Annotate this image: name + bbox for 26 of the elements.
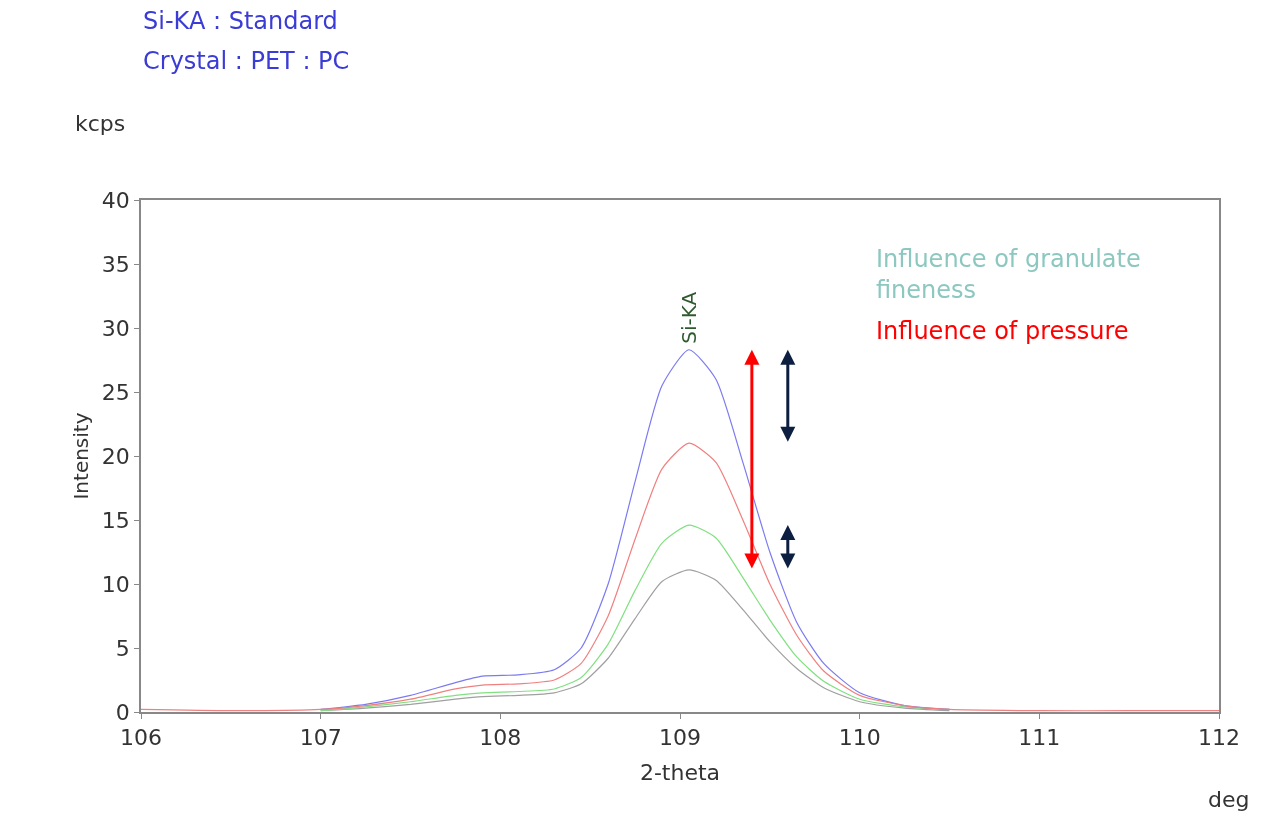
x-tick-label: 108 xyxy=(479,725,522,751)
y-tick-label: 15 xyxy=(101,507,130,533)
x-tick-label: 106 xyxy=(120,725,162,751)
y-axis-title: Intensity xyxy=(68,412,93,500)
annotation: Influence of granulate fineness xyxy=(876,245,1141,305)
x-tick-label: 110 xyxy=(838,725,881,751)
chart-subtitle: Crystal : PET : PC xyxy=(143,47,350,75)
x-tick-label: 112 xyxy=(1198,725,1240,751)
text: deg xyxy=(1208,787,1250,812)
y-tick-label: 25 xyxy=(101,379,130,405)
y-tick-label: 20 xyxy=(101,443,130,469)
line-series xyxy=(141,442,1219,712)
y-tick-label: 40 xyxy=(101,187,130,213)
chart-title: Si-KA : Standard xyxy=(143,7,338,35)
x-tick-label: 109 xyxy=(659,725,701,751)
y-tick-label: 0 xyxy=(115,699,130,725)
y-tick-label: 5 xyxy=(115,635,130,661)
y-tick-label: 30 xyxy=(101,315,130,341)
annotation: Influence of pressure xyxy=(876,317,1129,345)
y-tick-label: 35 xyxy=(101,251,130,277)
y-tick-label: 10 xyxy=(101,571,130,597)
x-axis-title: 2-theta xyxy=(639,759,721,785)
x-tick-label: 107 xyxy=(299,725,342,751)
text: kcps xyxy=(75,111,126,136)
x-tick-label: 111 xyxy=(1018,725,1061,751)
annotation: Si-KA xyxy=(677,291,702,344)
